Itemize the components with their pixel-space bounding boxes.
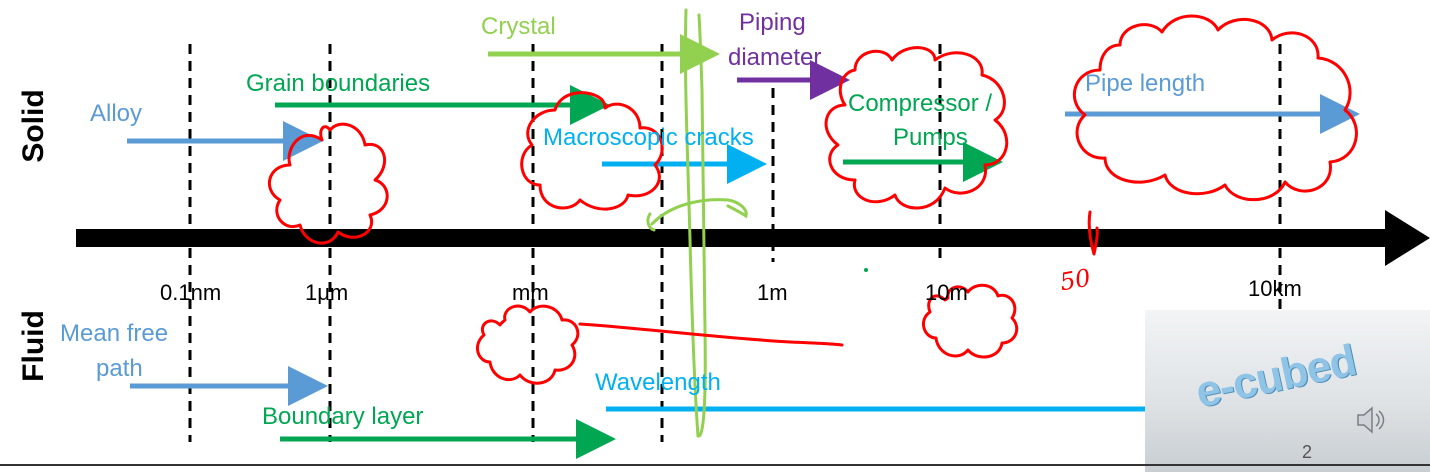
lime-ink-annotation — [646, 8, 748, 438]
mean-free-path-label-line1: Mean free — [60, 320, 169, 347]
cloud-10m — [824, 46, 1009, 210]
tick-label-10km: 10km — [1248, 276, 1302, 301]
cloud-mm — [520, 91, 664, 211]
red-ink-clouds — [268, 14, 1358, 385]
handwritten-50: 50 — [1057, 263, 1093, 297]
tick-label-mm: mm — [512, 280, 549, 305]
cloud-fluid-mm — [475, 304, 580, 385]
page-number: 2 — [1302, 442, 1313, 462]
boundary-layer-label: Boundary layer — [262, 403, 424, 430]
speaker-icon[interactable] — [1352, 402, 1388, 438]
wavelength-label: Wavelength — [595, 369, 721, 396]
piping-diameter-label-line1: Piping — [739, 9, 806, 36]
cloud-10km — [1072, 14, 1358, 202]
tick-label-1m: 1m — [757, 280, 788, 305]
scale-axis — [76, 210, 1430, 266]
crystal-label: Crystal — [481, 13, 556, 40]
tick-label-1um: 1μm — [305, 280, 349, 305]
grain-boundaries-label: Grain boundaries — [246, 70, 431, 97]
piping-diameter-label-line2: diameter — [728, 44, 822, 71]
pipe-length-label: Pipe length — [1085, 70, 1206, 97]
lime-dot — [864, 268, 868, 272]
macroscopic-cracks-label: Macroscopic cracks — [543, 124, 754, 151]
cloud-1um — [268, 122, 389, 245]
compressor-label-line2: Pumps — [893, 124, 968, 151]
tick-label-10m: 10m — [925, 280, 968, 305]
tick-label-0-1nm: 0.1nm — [160, 280, 222, 305]
logo-background — [1145, 310, 1430, 472]
mark-near-50 — [1087, 210, 1099, 256]
cloud-fluid-10m — [921, 283, 1019, 359]
alloy-label: Alloy — [90, 100, 143, 127]
fluid-side-label: Fluid — [17, 310, 50, 382]
cloud-fluid-tail — [578, 322, 844, 347]
compressor-label-line1: Compressor / — [848, 90, 993, 117]
solid-side-label: Solid — [17, 89, 50, 163]
mean-free-path-label-line2: path — [96, 355, 143, 382]
bottom-rule — [0, 464, 1430, 466]
